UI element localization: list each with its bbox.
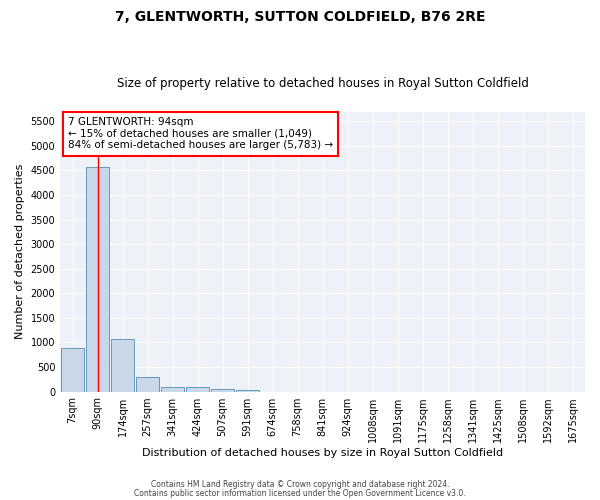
Bar: [112, 340, 134, 392]
X-axis label: Distribution of detached houses by size in Royal Sutton Coldfield: Distribution of detached houses by size …: [142, 448, 503, 458]
Bar: [236, 390, 259, 392]
Bar: [61, 348, 84, 392]
Bar: [86, 166, 109, 392]
Y-axis label: Number of detached properties: Number of detached properties: [15, 164, 25, 339]
Text: 7, GLENTWORTH, SUTTON COLDFIELD, B76 2RE: 7, GLENTWORTH, SUTTON COLDFIELD, B76 2RE: [115, 10, 485, 24]
Bar: [211, 389, 234, 392]
Text: Contains HM Land Registry data © Crown copyright and database right 2024.: Contains HM Land Registry data © Crown c…: [151, 480, 449, 489]
Bar: [136, 378, 159, 392]
Text: 7 GLENTWORTH: 94sqm
← 15% of detached houses are smaller (1,049)
84% of semi-det: 7 GLENTWORTH: 94sqm ← 15% of detached ho…: [68, 117, 333, 150]
Title: Size of property relative to detached houses in Royal Sutton Coldfield: Size of property relative to detached ho…: [116, 76, 529, 90]
Bar: [187, 387, 209, 392]
Bar: [161, 386, 184, 392]
Text: Contains public sector information licensed under the Open Government Licence v3: Contains public sector information licen…: [134, 488, 466, 498]
